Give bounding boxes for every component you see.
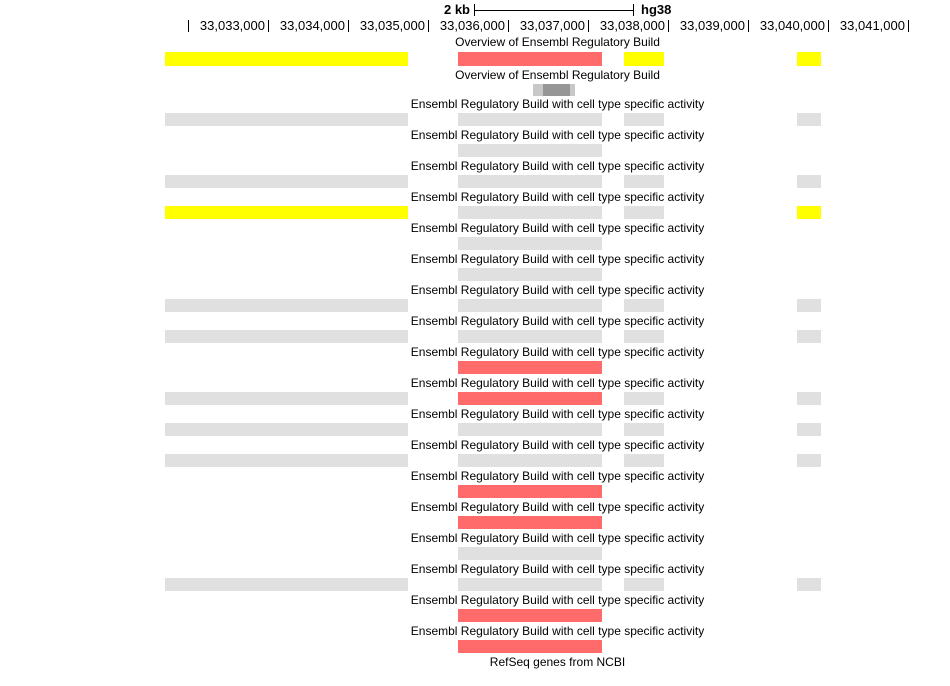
regulatory-feature-bar[interactable] — [797, 52, 821, 66]
regulatory-feature-bar[interactable] — [458, 237, 602, 250]
ruler-tick — [908, 20, 909, 32]
regulatory-feature-bar[interactable] — [165, 299, 408, 312]
ruler-position-label: 33,038,000 — [599, 18, 665, 33]
track-label-cell-activity[interactable]: Ensembl Regulatory Build with cell type … — [410, 190, 705, 204]
regulatory-feature-bar[interactable] — [624, 175, 664, 188]
regulatory-feature-bar[interactable] — [797, 175, 821, 188]
regulatory-feature-bar[interactable] — [458, 361, 602, 374]
regulatory-feature-bar[interactable] — [797, 578, 821, 591]
regulatory-feature-bar[interactable] — [624, 423, 664, 436]
ruler-tick — [268, 20, 269, 32]
track-label-cell-activity[interactable]: Ensembl Regulatory Build with cell type … — [410, 314, 705, 328]
regulatory-feature-bar[interactable] — [797, 113, 821, 126]
regulatory-feature-bar[interactable] — [165, 330, 408, 343]
regulatory-feature-bar[interactable] — [458, 423, 602, 436]
track-label-overview[interactable]: Overview of Ensembl Regulatory Build — [455, 35, 660, 49]
track-label-cell-activity[interactable]: Ensembl Regulatory Build with cell type … — [410, 376, 705, 390]
regulatory-feature-bar[interactable] — [797, 423, 821, 436]
scale-bar-left-tick — [474, 4, 475, 16]
regulatory-feature-bar[interactable] — [458, 175, 602, 188]
regulatory-feature-bar[interactable] — [624, 113, 664, 126]
regulatory-feature-bar[interactable] — [165, 454, 408, 467]
ruler-tick — [188, 20, 189, 32]
track-label-cell-activity[interactable]: Ensembl Regulatory Build with cell type … — [410, 221, 705, 235]
ruler-tick — [668, 20, 669, 32]
scale-bar-line — [474, 10, 634, 11]
ruler-position-label: 33,034,000 — [279, 18, 345, 33]
regulatory-feature-bar[interactable] — [458, 547, 602, 560]
ruler-position-label: 33,036,000 — [439, 18, 505, 33]
regulatory-feature-bar[interactable] — [458, 609, 602, 622]
track-label-cell-activity[interactable]: Ensembl Regulatory Build with cell type … — [410, 283, 705, 297]
ruler-position-label: 33,037,000 — [519, 18, 585, 33]
ruler-position-label: 33,035,000 — [359, 18, 425, 33]
regulatory-feature-bar[interactable] — [624, 299, 664, 312]
regulatory-feature-bar[interactable] — [624, 206, 664, 219]
track-label-cell-activity[interactable]: Ensembl Regulatory Build with cell type … — [410, 407, 705, 421]
regulatory-feature-bar[interactable] — [458, 330, 602, 343]
regulatory-feature-bar[interactable] — [797, 206, 821, 219]
regulatory-feature-bar[interactable] — [624, 330, 664, 343]
track-label-cell-activity[interactable]: Ensembl Regulatory Build with cell type … — [410, 97, 705, 111]
regulatory-feature-bar[interactable] — [624, 578, 664, 591]
regulatory-feature-bar[interactable] — [797, 330, 821, 343]
regulatory-feature-bar[interactable] — [624, 392, 664, 405]
dense-feature-segment[interactable] — [533, 84, 543, 96]
regulatory-feature-bar[interactable] — [165, 206, 408, 219]
ruler-tick — [428, 20, 429, 32]
regulatory-feature-bar[interactable] — [458, 268, 602, 281]
ruler-tick — [508, 20, 509, 32]
regulatory-feature-bar[interactable] — [165, 423, 408, 436]
track-label-cell-activity[interactable]: Ensembl Regulatory Build with cell type … — [410, 593, 705, 607]
track-label-cell-activity[interactable]: Ensembl Regulatory Build with cell type … — [410, 345, 705, 359]
ruler-position-label: 33,040,000 — [759, 18, 825, 33]
regulatory-feature-bar[interactable] — [458, 113, 602, 126]
regulatory-feature-bar[interactable] — [458, 144, 602, 157]
scale-bar-right-tick — [633, 4, 634, 16]
regulatory-feature-bar[interactable] — [165, 578, 408, 591]
assembly-label: hg38 — [641, 2, 672, 17]
regulatory-feature-bar[interactable] — [165, 392, 408, 405]
ruler-tick — [348, 20, 349, 32]
regulatory-feature-bar[interactable] — [458, 206, 602, 219]
regulatory-feature-bar[interactable] — [165, 175, 408, 188]
regulatory-feature-bar[interactable] — [458, 640, 602, 653]
regulatory-feature-bar[interactable] — [165, 52, 408, 66]
regulatory-feature-bar[interactable] — [624, 52, 664, 66]
track-label-cell-activity[interactable]: Ensembl Regulatory Build with cell type … — [410, 438, 705, 452]
track-label-cell-activity[interactable]: Ensembl Regulatory Build with cell type … — [410, 128, 705, 142]
regulatory-feature-bar[interactable] — [797, 454, 821, 467]
ruler-position-label: 33,033,000 — [199, 18, 265, 33]
ruler-position-label: 33,039,000 — [679, 18, 745, 33]
regulatory-feature-bar[interactable] — [458, 52, 602, 66]
regulatory-feature-bar[interactable] — [458, 299, 602, 312]
regulatory-feature-bar[interactable] — [165, 113, 408, 126]
track-label-cell-activity[interactable]: Ensembl Regulatory Build with cell type … — [410, 469, 705, 483]
track-label-cell-activity[interactable]: Ensembl Regulatory Build with cell type … — [410, 159, 705, 173]
regulatory-feature-bar[interactable] — [458, 578, 602, 591]
regulatory-feature-bar[interactable] — [797, 299, 821, 312]
regulatory-feature-bar[interactable] — [458, 516, 602, 529]
regulatory-feature-bar[interactable] — [458, 454, 602, 467]
ruler-position-label: 33,041,000 — [839, 18, 905, 33]
regulatory-feature-bar[interactable] — [458, 392, 602, 405]
track-label-overview-dense[interactable]: Overview of Ensembl Regulatory Build — [455, 68, 660, 82]
dense-feature-segment[interactable] — [570, 84, 575, 96]
dense-feature-segment[interactable] — [543, 84, 570, 96]
regulatory-feature-bar[interactable] — [624, 454, 664, 467]
track-label-cell-activity[interactable]: Ensembl Regulatory Build with cell type … — [410, 562, 705, 576]
track-label-cell-activity[interactable]: Ensembl Regulatory Build with cell type … — [410, 500, 705, 514]
track-label-cell-activity[interactable]: Ensembl Regulatory Build with cell type … — [410, 624, 705, 638]
ruler-tick — [588, 20, 589, 32]
ruler-tick — [828, 20, 829, 32]
track-label-cell-activity[interactable]: Ensembl Regulatory Build with cell type … — [410, 531, 705, 545]
scale-bar-label: 2 kb — [443, 2, 470, 17]
ruler-tick — [748, 20, 749, 32]
regulatory-feature-bar[interactable] — [797, 392, 821, 405]
track-label-refseq[interactable]: RefSeq genes from NCBI — [489, 655, 626, 669]
regulatory-feature-bar[interactable] — [458, 485, 602, 498]
track-label-cell-activity[interactable]: Ensembl Regulatory Build with cell type … — [410, 252, 705, 266]
